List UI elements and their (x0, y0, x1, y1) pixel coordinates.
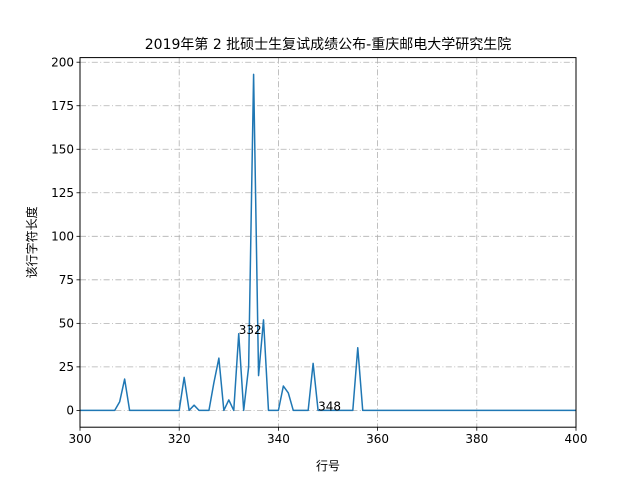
annotation-layer: 332 348 (239, 323, 341, 414)
annotation-label: 332 (239, 323, 262, 337)
y-tick-label: 75 (59, 273, 74, 287)
x-tick-label: 380 (465, 432, 488, 446)
x-tick-label: 300 (69, 432, 92, 446)
y-tick-label: 50 (59, 317, 74, 331)
plot-area (80, 57, 576, 428)
x-tick-label: 360 (366, 432, 389, 446)
series-layer (80, 73, 576, 412)
plot-frame (79, 57, 577, 428)
annotation-label: 348 (318, 399, 341, 413)
x-axis: 300 320 340 360 380 400 (69, 427, 588, 446)
x-tick-label: 320 (168, 432, 191, 446)
y-tick-label: 150 (51, 142, 74, 156)
y-tick-label: 200 (51, 55, 74, 69)
x-axis-label: 行号 (316, 459, 340, 473)
series-line (80, 73, 576, 412)
x-tick-label: 340 (267, 432, 290, 446)
y-tick-label: 125 (51, 186, 74, 200)
y-tick-label: 0 (66, 404, 74, 418)
y-axis-label: 该行字符长度 (24, 206, 39, 278)
chart-title: 2019年第 2 批硕士生复试成绩公布-重庆邮电大学研究生院 (145, 36, 512, 53)
y-axis: 0 25 50 75 100 125 150 175 200 (51, 55, 80, 418)
grid-lines (79, 57, 577, 428)
y-tick-label: 100 (51, 230, 74, 244)
y-tick-label: 175 (51, 99, 74, 113)
y-tick-label: 25 (59, 360, 74, 374)
x-tick-label: 400 (565, 432, 588, 446)
